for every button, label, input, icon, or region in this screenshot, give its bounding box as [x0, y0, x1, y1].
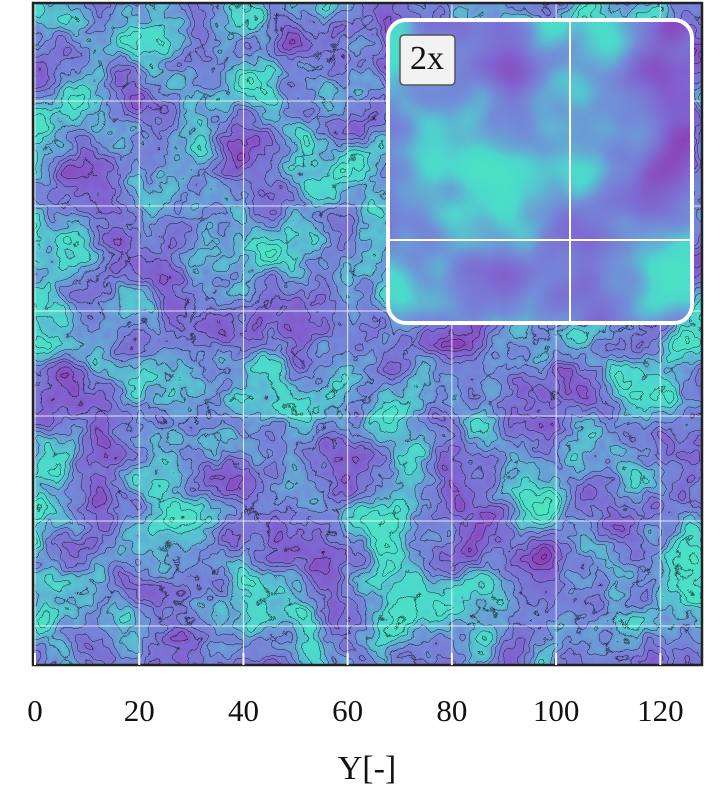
- inset-label: 2x: [410, 40, 444, 77]
- x-tick-label: 100: [533, 693, 580, 728]
- plot-frame: [31, 1, 704, 667]
- inset-border: [386, 18, 694, 325]
- x-tick-label: 40: [228, 693, 259, 728]
- x-tick-label: 80: [436, 693, 467, 728]
- x-tick-label: 60: [332, 693, 363, 728]
- x-tick-label: 0: [27, 693, 43, 728]
- x-axis-label: Y[-]: [338, 750, 397, 787]
- inset: 2x: [386, 18, 694, 325]
- inset-label-box: [399, 34, 456, 86]
- x-tick-label: 20: [124, 693, 155, 728]
- x-tick-label: 120: [637, 693, 684, 728]
